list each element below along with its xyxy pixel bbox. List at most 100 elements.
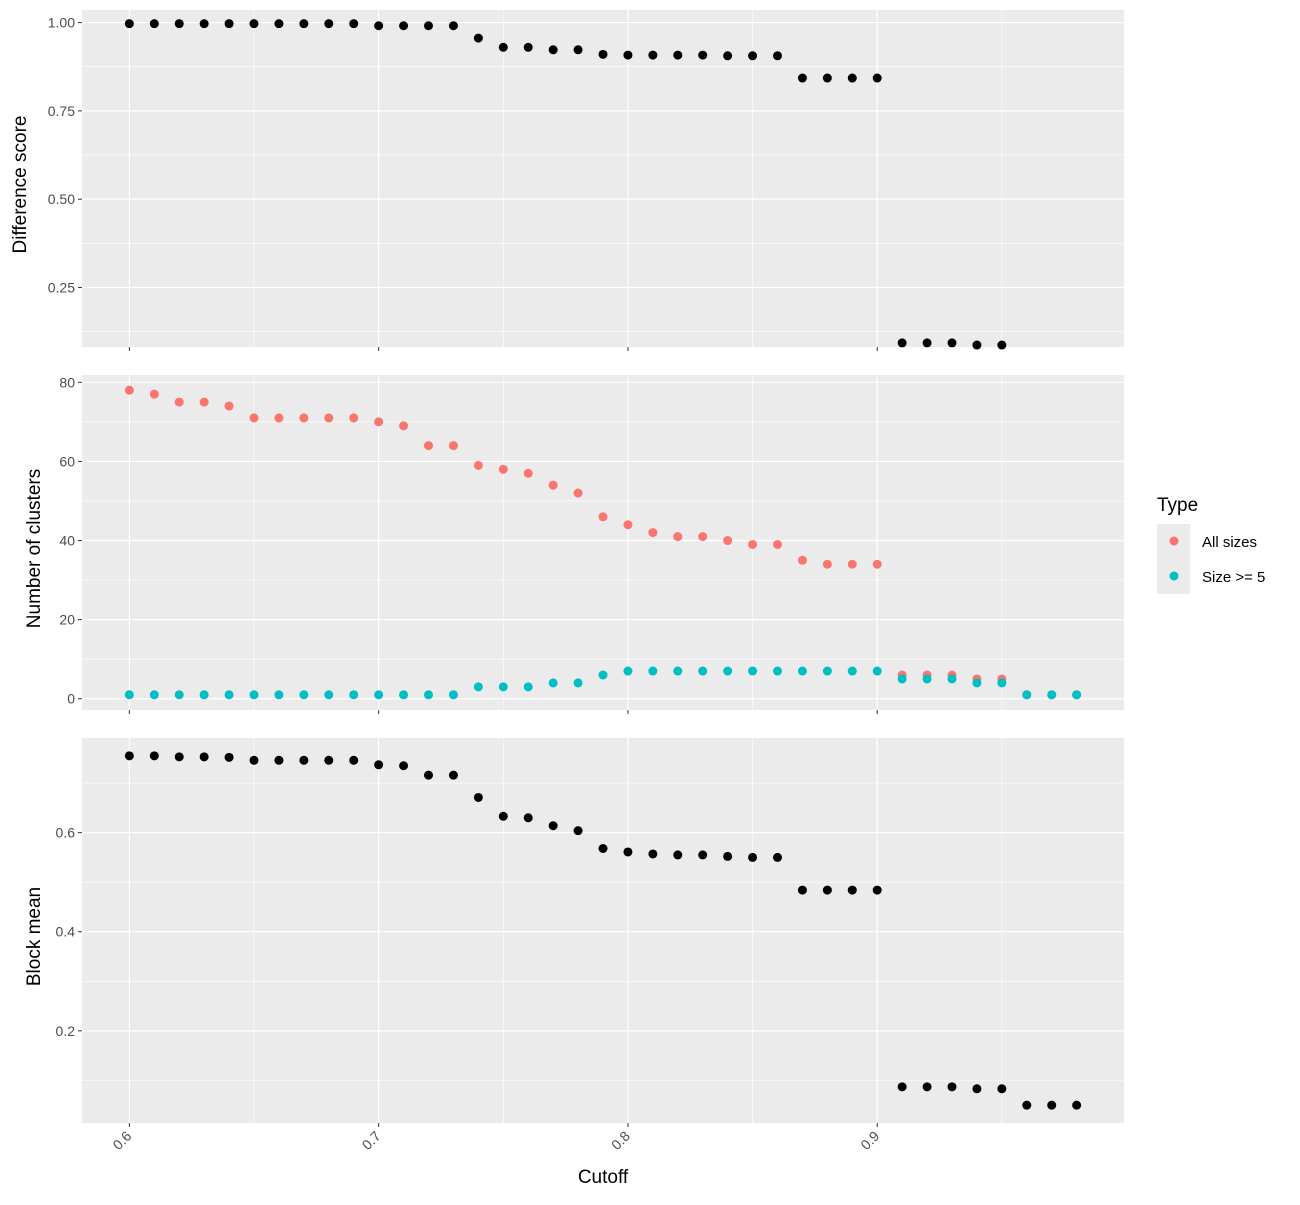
data-point	[324, 413, 334, 423]
data-point	[673, 532, 683, 542]
data-point	[947, 674, 957, 684]
x-tick-label: 0.6	[109, 1128, 134, 1153]
data-point	[748, 539, 758, 549]
data-point	[249, 690, 259, 700]
data-point	[698, 50, 708, 60]
data-point	[249, 19, 259, 29]
data-point	[797, 885, 807, 895]
data-point	[324, 19, 334, 29]
data-point	[847, 666, 857, 676]
data-point	[299, 690, 309, 700]
data-point	[922, 674, 932, 684]
data-point	[124, 690, 134, 700]
data-point	[698, 666, 708, 676]
data-point	[1072, 690, 1082, 700]
y-axis-title: Block mean	[24, 887, 45, 986]
series-1	[124, 385, 1082, 700]
data-point	[648, 50, 658, 60]
data-point	[349, 690, 359, 700]
data-point	[249, 413, 259, 423]
y-tick-label: 60	[59, 453, 75, 469]
data-point	[174, 690, 184, 700]
data-point	[324, 755, 334, 765]
data-point	[349, 755, 359, 765]
data-point	[473, 33, 483, 43]
data-point	[374, 21, 384, 31]
data-point	[224, 401, 234, 411]
y-tick-label: 0.6	[56, 825, 76, 841]
data-point	[797, 666, 807, 676]
data-point	[374, 690, 384, 700]
data-point	[723, 851, 733, 861]
data-point	[399, 421, 409, 431]
data-point	[847, 559, 857, 569]
x-tick-label: 0.8	[608, 1128, 633, 1153]
data-point	[772, 666, 782, 676]
data-point	[872, 559, 882, 569]
panel-background	[82, 375, 1124, 710]
x-tick-label: 0.7	[359, 1128, 384, 1153]
data-point	[723, 666, 733, 676]
data-point	[149, 19, 159, 29]
data-point	[598, 49, 608, 59]
data-point	[648, 666, 658, 676]
data-point	[523, 813, 533, 823]
data-point	[972, 1084, 982, 1094]
legend-key-size-ge-5	[1169, 571, 1179, 581]
data-point	[673, 50, 683, 60]
data-point	[199, 397, 209, 407]
data-point	[349, 19, 359, 29]
data-point	[274, 413, 284, 423]
y-axis-title: Difference score	[10, 116, 31, 254]
y-tick-label: 20	[59, 612, 75, 628]
data-point	[1047, 690, 1057, 700]
data-point	[399, 690, 409, 700]
data-point	[673, 850, 683, 860]
data-point	[997, 1084, 1007, 1094]
panel-2: 0 20 40 60 80 Number of clusters	[24, 374, 1124, 714]
data-point	[299, 19, 309, 29]
y-axis-title: Number of clusters	[24, 469, 45, 628]
data-point	[274, 19, 284, 29]
data-point	[797, 555, 807, 565]
data-point	[872, 666, 882, 676]
series-1	[124, 19, 1007, 350]
legend: Type All sizes Size >= 5	[1157, 495, 1265, 594]
data-point	[124, 751, 134, 761]
data-point	[498, 811, 508, 821]
data-point	[448, 770, 458, 780]
y-tick-label: 0.2	[56, 1023, 76, 1039]
data-point	[224, 752, 234, 762]
data-point	[498, 464, 508, 474]
data-point	[922, 338, 932, 348]
data-point	[124, 385, 134, 395]
data-point	[399, 21, 409, 31]
data-point	[523, 42, 533, 52]
data-point	[723, 536, 733, 546]
data-point	[149, 690, 159, 700]
data-point	[399, 761, 409, 771]
data-point	[448, 21, 458, 31]
legend-title: Type	[1157, 495, 1198, 516]
data-point	[947, 338, 957, 348]
panel-background	[82, 10, 1124, 347]
panel-3: 0.2 0.4 0.6 Block mean	[24, 738, 1124, 1127]
data-point	[1022, 1100, 1032, 1110]
data-point	[598, 512, 608, 522]
data-point	[174, 19, 184, 29]
series-2	[124, 666, 1082, 700]
data-point	[598, 843, 608, 853]
data-point	[822, 559, 832, 569]
data-point	[897, 674, 907, 684]
data-point	[424, 21, 434, 31]
x-axis-title: Cutoff	[578, 1167, 629, 1188]
data-point	[548, 45, 558, 55]
data-point	[174, 752, 184, 762]
data-point	[224, 19, 234, 29]
data-point	[698, 850, 708, 860]
data-point	[822, 885, 832, 895]
data-point	[349, 413, 359, 423]
x-tick-label: 0.9	[857, 1128, 882, 1153]
data-point	[947, 1082, 957, 1092]
